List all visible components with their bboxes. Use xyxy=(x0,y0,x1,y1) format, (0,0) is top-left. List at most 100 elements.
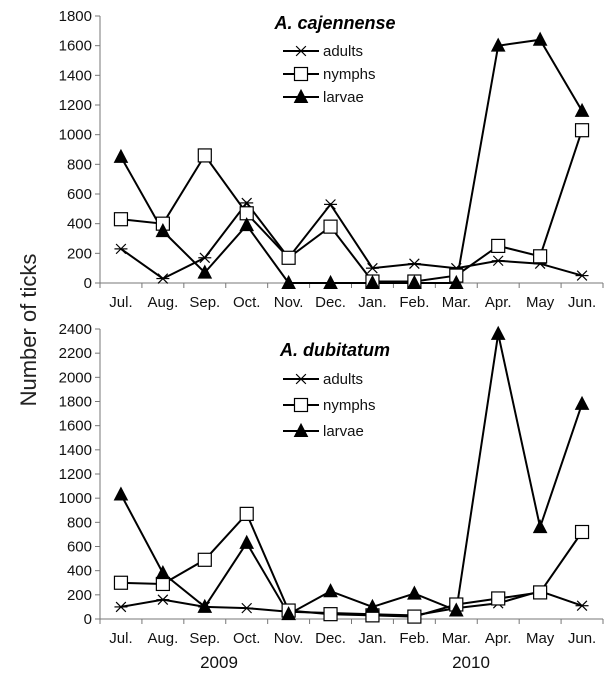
year-label-2009: 2009 xyxy=(200,653,238,672)
chart-panel-a-dubitatum: 0 200 400 600 800 1000 1200 1400 1600 1800 2000 220… xyxy=(59,321,604,647)
data-point-larvae xyxy=(239,534,255,549)
data-point-larvae xyxy=(532,31,548,46)
chart-title: A. dubitatum xyxy=(279,340,390,360)
y-tick-label: 1400 xyxy=(59,67,92,84)
data-point-nymphs xyxy=(197,148,212,163)
data-point-larvae xyxy=(197,598,213,613)
legend-item-adults: adults xyxy=(283,371,363,388)
data-point-larvae xyxy=(490,325,506,340)
data-point-nymphs xyxy=(197,552,212,567)
data-point-nymphs xyxy=(533,585,548,600)
data-point-larvae xyxy=(448,274,464,289)
y-tick-label: 2000 xyxy=(59,369,92,386)
x-tick-label: Jan. xyxy=(358,630,386,647)
data-point-nymphs xyxy=(533,249,548,264)
data-point-adults xyxy=(575,270,589,281)
x-tick-label: Apr. xyxy=(485,294,512,311)
legend-marker xyxy=(293,66,309,82)
data-point-larvae xyxy=(281,606,296,621)
data-point-larvae xyxy=(281,274,296,289)
data-point-adults xyxy=(156,273,170,284)
y-tick-label: 2400 xyxy=(59,321,92,338)
data-point-nymphs xyxy=(407,609,422,624)
data-point-larvae xyxy=(155,222,171,238)
x-tick-label: Dec. xyxy=(315,630,346,647)
legend-marker xyxy=(293,88,309,103)
legend: adults nymphs larvae xyxy=(283,43,376,106)
x-tick-label: Oct. xyxy=(233,294,261,311)
data-point-adults xyxy=(114,601,128,613)
data-point-adults xyxy=(156,594,170,605)
legend-label: adults xyxy=(323,371,363,388)
y-tick-label: 600 xyxy=(67,539,92,556)
legend-item-adults: adults xyxy=(283,43,363,60)
x-tick-label: Mar. xyxy=(442,294,471,311)
x-tick-label: Feb. xyxy=(399,630,429,647)
data-point-larvae xyxy=(407,274,422,289)
data-point-nymphs xyxy=(574,123,590,138)
series-line-larvae xyxy=(120,333,583,616)
x-tick-label: Aug. xyxy=(147,630,178,647)
y-tick-label: 0 xyxy=(84,611,92,628)
data-point-larvae xyxy=(407,585,422,600)
data-point-larvae xyxy=(574,395,590,410)
data-point-adults xyxy=(324,199,338,210)
legend-item-larvae: larvae xyxy=(283,88,364,106)
series-line-larvae xyxy=(120,38,583,284)
data-point-larvae xyxy=(197,264,213,279)
chart-title: A. cajennense xyxy=(273,13,395,33)
x-tick-label: Jul. xyxy=(109,630,132,647)
data-point-adults xyxy=(407,258,421,270)
data-point-larvae xyxy=(113,486,129,501)
data-point-nymphs xyxy=(491,238,506,254)
y-tick-label: 1400 xyxy=(59,442,92,459)
y-tick-label: 400 xyxy=(67,216,92,233)
data-point-larvae xyxy=(113,148,129,163)
series-line-adults xyxy=(120,201,583,280)
y-tick-label: 1800 xyxy=(59,394,92,411)
y-tick-label: 1200 xyxy=(59,466,92,483)
x-tick-label: Aug. xyxy=(147,294,178,311)
y-tick-label: 1600 xyxy=(59,38,92,55)
data-point-larvae xyxy=(448,602,464,617)
y-tick-label: 600 xyxy=(67,186,92,203)
data-point-adults xyxy=(240,602,254,614)
y-axis-label: Number of ticks xyxy=(16,254,41,407)
y-tick-label: 200 xyxy=(67,245,92,262)
year-label-2010: 2010 xyxy=(452,653,490,672)
data-point-nymphs xyxy=(323,607,338,622)
data-point-adults xyxy=(240,197,254,209)
x-tick-label: Oct. xyxy=(233,630,261,647)
data-point-larvae xyxy=(532,519,548,534)
y-tick-label: 1000 xyxy=(59,490,92,507)
data-point-larvae xyxy=(155,564,171,580)
x-tick-label: Jun. xyxy=(568,294,596,311)
y-tick-label: 1000 xyxy=(59,127,92,144)
series-line-nymphs xyxy=(120,512,583,618)
y-tick-label: 400 xyxy=(67,563,92,580)
y-tick-label: 1200 xyxy=(59,97,92,114)
x-tick-label: Sep. xyxy=(189,630,220,647)
data-point-larvae xyxy=(239,217,255,232)
y-tick-label: 0 xyxy=(84,275,92,292)
data-point-adults xyxy=(365,262,379,274)
data-point-adults xyxy=(198,252,212,264)
data-point-larvae xyxy=(323,583,338,598)
x-tick-label: Mar. xyxy=(442,630,471,647)
legend-label: adults xyxy=(323,43,363,60)
data-point-adults xyxy=(575,600,589,612)
x-tick-label: Jan. xyxy=(358,294,386,311)
legend-item-nymphs: nymphs xyxy=(283,397,376,414)
data-point-nymphs xyxy=(155,576,170,592)
y-tick-label: 800 xyxy=(67,156,92,173)
data-point-larvae xyxy=(365,598,380,613)
chart-panel-a-cajennense: 0 200 400 600 800 1000 1200 1400 1600 1800 Jul. Aug… xyxy=(59,8,604,311)
x-tick-label: Feb. xyxy=(399,294,429,311)
y-tick-label: 1600 xyxy=(59,418,92,435)
x-tick-label: Jul. xyxy=(109,294,132,311)
data-point-nymphs xyxy=(113,212,129,227)
x-tick-label: Apr. xyxy=(485,630,512,647)
data-point-adults xyxy=(114,243,128,255)
y-tick-label: 200 xyxy=(67,587,92,604)
